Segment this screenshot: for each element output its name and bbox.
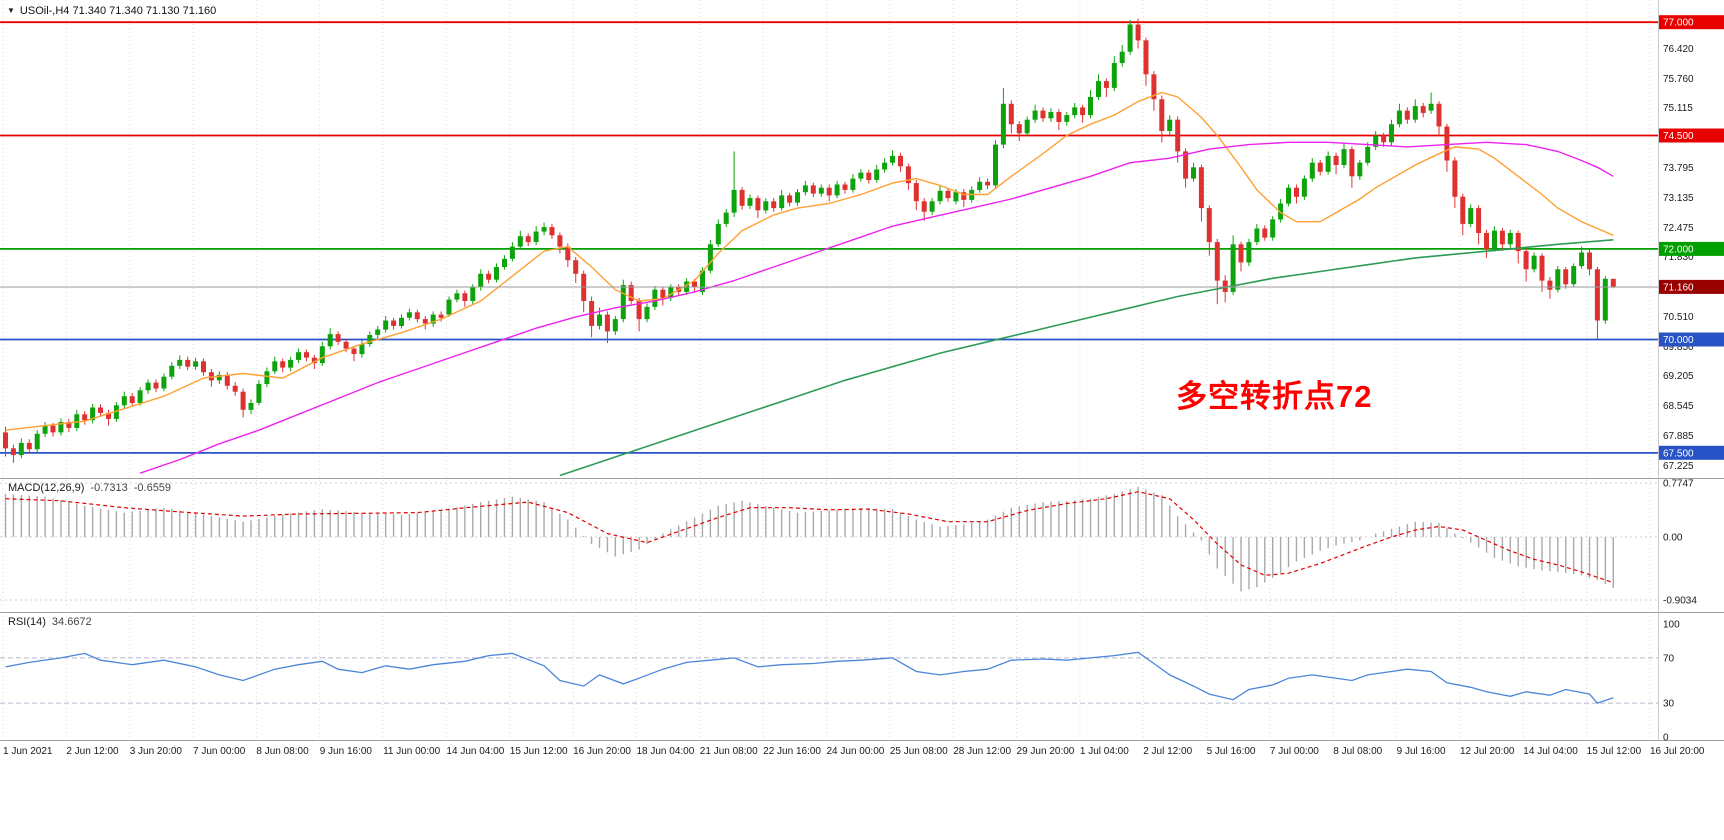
svg-text:100: 100 — [1663, 620, 1680, 631]
chart-dropdown-icon: ▼ — [7, 6, 15, 15]
symbol-ohlc-text: USOil-,H4 71.340 71.340 71.130 71.160 — [19, 5, 217, 17]
svg-text:71.160: 71.160 — [1663, 282, 1694, 293]
svg-text:25 Jun 08:00: 25 Jun 08:00 — [890, 746, 948, 757]
rsi-line — [5, 651, 1614, 704]
svg-text:8 Jul 08:00: 8 Jul 08:00 — [1333, 746, 1382, 757]
svg-text:0.7747: 0.7747 — [1663, 479, 1694, 490]
svg-text:75.115: 75.115 — [1663, 103, 1693, 114]
svg-text:67.885: 67.885 — [1663, 431, 1694, 442]
svg-text:16 Jun 20:00: 16 Jun 20:00 — [573, 746, 631, 757]
svg-text:70.510: 70.510 — [1663, 312, 1694, 323]
time-grid — [2, 0, 1651, 740]
svg-text:16 Jul 20:00: 16 Jul 20:00 — [1650, 746, 1705, 757]
indicator-axis[interactable]: 0.7747 0.00 -0.9034 100 70 30 0 — [1663, 479, 1697, 744]
svg-text:7 Jun 00:00: 7 Jun 00:00 — [193, 746, 246, 757]
svg-text:73.795: 73.795 — [1663, 163, 1694, 174]
svg-text:2 Jul 12:00: 2 Jul 12:00 — [1143, 746, 1192, 757]
svg-text:77.000: 77.000 — [1663, 18, 1694, 29]
svg-text:15 Jul 12:00: 15 Jul 12:00 — [1587, 746, 1642, 757]
svg-text:-0.9034: -0.9034 — [1663, 595, 1697, 606]
svg-text:18 Jun 04:00: 18 Jun 04:00 — [636, 746, 694, 757]
price-level-badge — [1659, 332, 1724, 347]
price-level-badge — [1659, 128, 1724, 143]
current-price-badge — [1659, 279, 1724, 294]
svg-text:67.225: 67.225 — [1663, 461, 1694, 472]
price-level-badge — [1659, 445, 1724, 460]
ma-fast-line — [5, 91, 1614, 431]
macd-main-value: -0.7313 — [90, 482, 128, 494]
svg-text:74.500: 74.500 — [1663, 131, 1694, 142]
macd-histogram — [4, 486, 1614, 592]
svg-text:69.850: 69.850 — [1663, 342, 1694, 353]
svg-text:9 Jun 16:00: 9 Jun 16:00 — [320, 746, 373, 757]
svg-text:12 Jul 20:00: 12 Jul 20:00 — [1460, 746, 1515, 757]
svg-text:69.205: 69.205 — [1663, 371, 1694, 382]
svg-text:3 Jun 20:00: 3 Jun 20:00 — [130, 746, 183, 757]
svg-text:14 Jun 04:00: 14 Jun 04:00 — [446, 746, 504, 757]
svg-text:68.545: 68.545 — [1663, 401, 1694, 412]
svg-text:76.420: 76.420 — [1663, 44, 1694, 55]
svg-text:15 Jun 12:00: 15 Jun 12:00 — [510, 746, 568, 757]
macd-indicator-label: MACD(12,26,9) -0.7313 -0.6559 — [8, 482, 171, 494]
macd-signal-value: -0.6559 — [133, 482, 172, 494]
svg-text:29 Jun 20:00: 29 Jun 20:00 — [1017, 746, 1075, 757]
svg-text:73.135: 73.135 — [1663, 193, 1694, 204]
macd-name: MACD(12,26,9) — [8, 482, 85, 494]
ma-mid-line — [139, 141, 1614, 474]
svg-text:71.830: 71.830 — [1663, 252, 1694, 263]
svg-text:11 Jun 00:00: 11 Jun 00:00 — [383, 746, 441, 757]
macd-signal-line — [5, 491, 1614, 584]
svg-text:0.00: 0.00 — [1663, 533, 1683, 544]
svg-text:21 Jun 08:00: 21 Jun 08:00 — [700, 746, 758, 757]
svg-text:75.760: 75.760 — [1663, 74, 1694, 85]
svg-text:67.500: 67.500 — [1663, 448, 1694, 459]
svg-text:0: 0 — [1663, 733, 1669, 744]
price-level-badge — [1659, 15, 1724, 30]
price-level-badge — [1659, 241, 1724, 256]
svg-text:5 Jul 16:00: 5 Jul 16:00 — [1207, 746, 1256, 757]
svg-text:72.475: 72.475 — [1663, 223, 1694, 234]
time-axis[interactable]: 1 Jun 2021 2 Jun 12:00 3 Jun 20:00 7 Jun 00… — [3, 746, 1705, 757]
svg-text:7 Jul 00:00: 7 Jul 00:00 — [1270, 746, 1319, 757]
panel-separators — [0, 0, 1724, 741]
rsi-name: RSI(14) — [8, 616, 46, 628]
price-axis[interactable]: 76.420 75.760 75.115 73.795 73.135 72.475 71.8… — [1659, 15, 1724, 472]
ma-slow-line — [559, 239, 1614, 477]
svg-text:24 Jun 00:00: 24 Jun 00:00 — [827, 746, 885, 757]
svg-text:2 Jun 12:00: 2 Jun 12:00 — [66, 746, 119, 757]
svg-text:9 Jul 16:00: 9 Jul 16:00 — [1397, 746, 1446, 757]
rsi-indicator-label: RSI(14) 34.6672 — [8, 616, 92, 628]
svg-text:70.000: 70.000 — [1663, 335, 1694, 346]
svg-text:30: 30 — [1663, 699, 1675, 710]
symbol-info: ▼ USOil-,H4 71.340 71.340 71.130 71.160 — [7, 5, 216, 17]
indicator-gridlines — [0, 482, 1658, 704]
svg-text:70: 70 — [1663, 653, 1675, 664]
svg-text:8 Jun 08:00: 8 Jun 08:00 — [256, 746, 309, 757]
svg-text:14 Jul 04:00: 14 Jul 04:00 — [1523, 746, 1578, 757]
svg-text:1 Jul 04:00: 1 Jul 04:00 — [1080, 746, 1129, 757]
candlestick-series — [3, 18, 1616, 463]
svg-text:22 Jun 16:00: 22 Jun 16:00 — [763, 746, 821, 757]
svg-text:72.000: 72.000 — [1663, 244, 1694, 255]
price-level-lines — [0, 21, 1658, 454]
rsi-value: 34.6672 — [51, 616, 92, 628]
svg-text:28 Jun 12:00: 28 Jun 12:00 — [953, 746, 1011, 757]
svg-text:1 Jun 2021: 1 Jun 2021 — [3, 746, 53, 757]
chart-annotation: 多空转折点72 — [1176, 379, 1373, 414]
